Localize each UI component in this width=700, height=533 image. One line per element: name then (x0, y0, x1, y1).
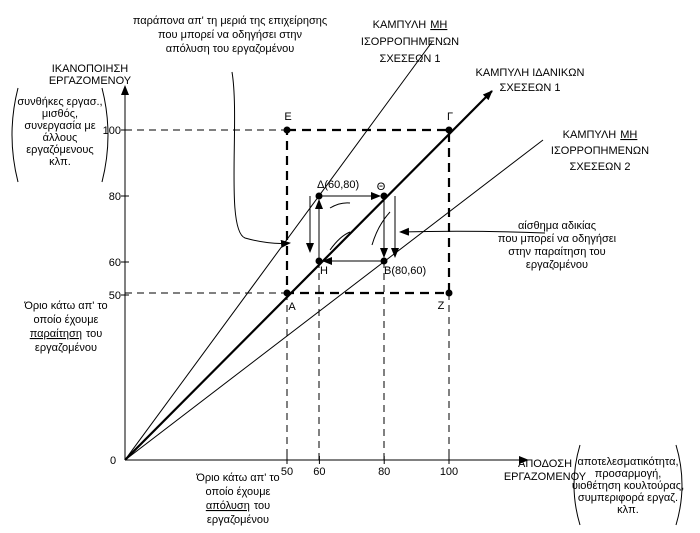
text-part: Όριο κάτω απ' το (195, 472, 279, 484)
x-axis-title: ΕΡΓΑΖΟΜΕΝΟΥ (504, 471, 587, 483)
text-part: απόλυση (206, 500, 250, 512)
y-axis-title: ΕΡΓΑΖΟΜΕΝΟΥ (49, 75, 132, 87)
text-part: ΣΧΕΣΕΩΝ 1 (380, 53, 441, 65)
points (283, 126, 453, 297)
annotation: Όριο κάτω απ' το (23, 300, 107, 312)
annotation: που μπορεί να οδηγήσει στην (158, 29, 303, 41)
y-axis-note: μισθός, (42, 108, 78, 120)
origin-label: 0 (110, 455, 116, 467)
text-part: παραίτηση (30, 328, 82, 340)
annotation: οποίο έχουμε (34, 314, 99, 326)
y-tick-label: 50 (109, 290, 121, 302)
text-part: ΙΣΟΡΡΟΠΗΜΕΝΩΝ (551, 145, 649, 157)
bracket (573, 444, 581, 526)
point-label: Β(80,60) (384, 265, 426, 277)
curve-label: ΚΑΜΠΥΛΗ ΙΔΑΝΙΚΩΝ (476, 67, 585, 79)
guide-lines (125, 129, 450, 460)
text-part: ΣΧΕΣΕΩΝ 1 (500, 82, 561, 94)
annotation: παραίτηση του (30, 328, 103, 340)
x-tick-label: 80 (378, 466, 390, 478)
curve-ideal (124, 90, 493, 461)
text-part: ΚΑΜΠΥΛΗ ΙΔΑΝΙΚΩΝ (476, 67, 585, 79)
annotation: εργαζομένου (35, 342, 97, 354)
annotation: αίσθημα αδικίας (518, 220, 596, 232)
x-tick-label: 60 (313, 466, 325, 478)
text-part: ΜΗ (620, 129, 637, 141)
text-part: του (86, 328, 102, 340)
x-tick-label: 100 (440, 466, 458, 478)
annotation: παράπονα απ' τη μεριά της επιχείρησης (133, 15, 327, 27)
point-label: Δ(60,80) (317, 179, 359, 191)
y-axis-note: συνθήκες εργασ., (17, 96, 102, 108)
point-label: Γ (447, 111, 453, 123)
text-part: ΚΑΜΠΥΛΗ (373, 19, 427, 31)
annotation: που μπορεί να οδηγήσει (498, 233, 617, 245)
text-part: εργαζομένου (207, 514, 269, 526)
y-axis-note: άλλους (43, 132, 78, 144)
annotation: εργαζομένου (526, 259, 588, 271)
zone-box (285, 128, 451, 295)
text-part: οποίο έχουμε (34, 314, 99, 326)
annotation: οποίο έχουμε (206, 486, 271, 498)
x-axis-note: προσαρμογή, (595, 468, 662, 480)
point-label: Η (320, 265, 328, 277)
y-axis-note: συνεργασία με (24, 120, 95, 132)
text-part: ΙΣΟΡΡΟΠΗΜΕΝΩΝ (361, 36, 459, 48)
x-axis-note: υιοθέτηση κουλτούρας, (572, 480, 684, 492)
y-axis-note: εργαζόμενους (26, 144, 93, 156)
annotation: Όριο κάτω απ' το (195, 472, 279, 484)
point-label: Θ (377, 181, 386, 193)
curve-label: ΣΧΕΣΕΩΝ 1 (500, 82, 561, 94)
text-part: ΚΑΜΠΥΛΗ (563, 129, 617, 141)
cycle (306, 192, 399, 265)
text-part: ΣΧΕΣΕΩΝ 2 (570, 161, 631, 173)
curve-label: ΙΣΟΡΡΟΠΗΜΕΝΩΝ (551, 145, 649, 157)
curve-label: ΚΑΜΠΥΛΗ ΜΗ (563, 129, 638, 141)
curve-label: ΣΧΕΣΕΩΝ 1 (380, 53, 441, 65)
leader-injustice (399, 227, 546, 236)
point-label: Ε (284, 111, 291, 123)
curve-unbalanced-2 (124, 139, 544, 461)
x-axis-note: κλπ. (617, 504, 639, 516)
text-part: Όριο κάτω απ' το (23, 300, 107, 312)
leader-complaints (231, 71, 291, 248)
x-tick-label: 50 (281, 466, 293, 478)
curve-unbalanced-1 (124, 41, 433, 461)
x-axis-note: αποτελεσματικότητα, (577, 456, 678, 468)
x-axis-note: συμπεριφορά εργαζ. (578, 492, 678, 504)
curve-label: ΚΑΜΠΥΛΗ ΜΗ (373, 19, 448, 31)
curve-label: ΙΣΟΡΡΟΠΗΜΕΝΩΝ (361, 36, 459, 48)
bracket (101, 87, 109, 183)
text-part: του (254, 500, 270, 512)
annotation: εργαζομένου (207, 514, 269, 526)
x-axis-title: ΑΠΟΔΟΣΗ (518, 458, 572, 470)
annotation: απόλυση του (206, 500, 270, 512)
annotation: στην παραίτηση του (508, 246, 605, 258)
bracket (675, 444, 683, 526)
y-axis-title: ΙΚΑΝΟΠΟΙΗΣΗ (52, 63, 129, 75)
y-tick-label: 80 (109, 191, 121, 203)
y-tick-label: 60 (109, 257, 121, 269)
text-part: οποίο έχουμε (206, 486, 271, 498)
curve-label: ΣΧΕΣΕΩΝ 2 (570, 161, 631, 173)
text-part: εργαζομένου (35, 342, 97, 354)
text-part: ΜΗ (430, 19, 447, 31)
y-axis-note: κλπ. (49, 156, 71, 168)
annotation: απόλυση του εργαζομένου (166, 43, 295, 55)
bracket (11, 87, 19, 183)
point-label: Α (288, 301, 296, 313)
y-tick-label: 100 (103, 125, 121, 137)
point-label: Ζ (438, 300, 445, 312)
